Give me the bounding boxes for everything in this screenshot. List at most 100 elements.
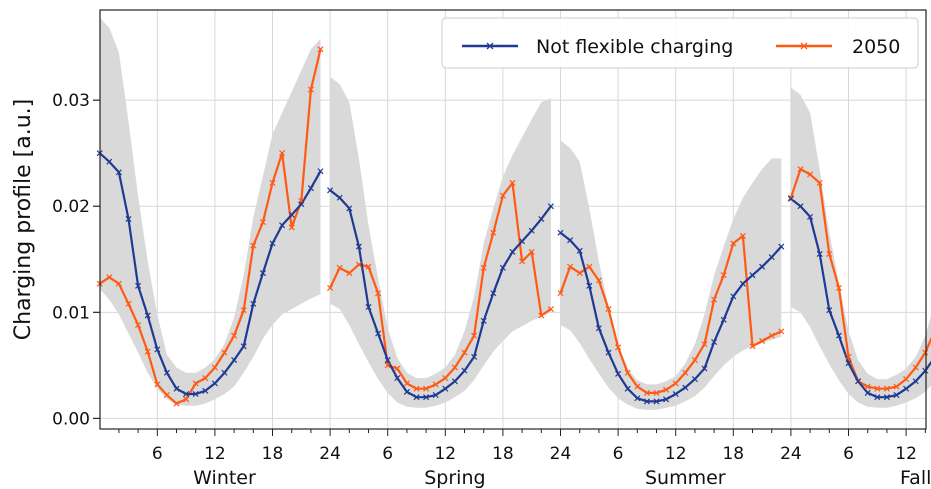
point-scenario_2050 (154, 381, 161, 388)
point-not_flexible (211, 380, 218, 387)
point-not_flexible (307, 185, 314, 192)
point-scenario_2050 (202, 375, 209, 382)
point-not_flexible (720, 316, 727, 323)
point-not_flexible (663, 396, 670, 403)
band-winter (99, 17, 321, 406)
point-not_flexible (595, 325, 602, 332)
point-scenario_2050 (336, 264, 343, 271)
point-not_flexible (250, 300, 257, 307)
point-not_flexible (615, 370, 622, 377)
point-scenario_2050 (106, 274, 113, 281)
point-scenario_2050 (586, 263, 593, 270)
point-scenario_2050 (595, 277, 602, 284)
point-scenario_2050 (826, 250, 833, 257)
point-not_flexible (298, 201, 305, 208)
point-not_flexible (336, 194, 343, 201)
series-markers (96, 46, 929, 407)
line-scenario_2050-fall (789, 168, 931, 390)
point-scenario_2050 (231, 332, 238, 339)
point-scenario_2050 (375, 290, 382, 297)
point-not_flexible (163, 369, 170, 376)
legend-label-scenario_2050: 2050 (852, 36, 900, 58)
point-not_flexible (355, 243, 362, 250)
point-scenario_2050 (845, 353, 852, 360)
point-not_flexible (106, 158, 113, 165)
x-tick-label: 24 (780, 444, 802, 464)
point-not_flexible (807, 213, 814, 220)
point-not_flexible (346, 205, 353, 212)
point-not_flexible (749, 272, 756, 279)
point-scenario_2050 (115, 280, 122, 287)
point-scenario_2050 (922, 349, 929, 356)
point-not_flexible (845, 360, 852, 367)
point-not_flexible (835, 332, 842, 339)
x-tick-label: 12 (204, 444, 226, 464)
point-scenario_2050 (451, 364, 458, 371)
point-scenario_2050 (903, 376, 910, 383)
point-not_flexible (739, 280, 746, 287)
line-not_flexible-fall (790, 197, 931, 399)
point-not_flexible (413, 394, 420, 401)
point-not_flexible (903, 385, 910, 392)
point-scenario_2050 (211, 364, 218, 371)
x-axis: 6 12 18 24 Winter 6 12 18 24 Spring 6 12 18 24 Summer 6… (118, 429, 931, 489)
point-scenario_2050 (442, 375, 449, 382)
point-scenario_2050 (250, 242, 257, 249)
season-label-fall: Fall (900, 467, 931, 489)
point-not_flexible (442, 385, 449, 392)
point-not_flexible (557, 229, 564, 236)
point-not_flexible (423, 394, 430, 401)
x-tick-label: 6 (843, 444, 854, 464)
point-scenario_2050 (259, 219, 266, 226)
x-tick-label: 24 (550, 444, 572, 464)
point-scenario_2050 (893, 383, 900, 390)
point-not_flexible (490, 290, 497, 297)
point-scenario_2050 (355, 261, 362, 268)
point-not_flexible (259, 270, 266, 277)
point-scenario_2050 (739, 232, 746, 239)
point-scenario_2050 (768, 332, 775, 339)
point-not_flexible (547, 203, 554, 210)
point-scenario_2050 (912, 364, 919, 371)
point-scenario_2050 (605, 306, 612, 313)
point-not_flexible (125, 215, 132, 222)
point-not_flexible (183, 390, 190, 398)
point-scenario_2050 (797, 166, 804, 173)
point-scenario_2050 (192, 380, 199, 387)
point-scenario_2050 (384, 362, 391, 369)
point-not_flexible (787, 195, 794, 202)
point-scenario_2050 (135, 322, 142, 329)
point-scenario_2050 (691, 357, 698, 364)
point-scenario_2050 (720, 272, 727, 279)
point-scenario_2050 (509, 179, 516, 186)
point-scenario_2050 (269, 179, 276, 186)
point-not_flexible (768, 254, 775, 261)
x-tick-label: 6 (613, 444, 624, 464)
point-not_flexible (202, 387, 209, 394)
y-tick-label: 0.01 (52, 303, 90, 323)
point-scenario_2050 (403, 380, 410, 387)
y-tick-label: 0.00 (52, 409, 90, 429)
point-not_flexible (192, 390, 199, 398)
point-not_flexible (317, 168, 324, 175)
point-not_flexible (288, 211, 295, 218)
point-not_flexible (403, 388, 410, 395)
band-fall (790, 87, 931, 408)
x-tick-label: 18 (492, 444, 514, 464)
legend-label-not_flexible: Not flexible charging (536, 36, 733, 58)
point-scenario_2050 (682, 369, 689, 376)
point-not_flexible (759, 263, 766, 270)
point-not_flexible (240, 343, 247, 350)
point-scenario_2050 (730, 240, 737, 247)
point-not_flexible (576, 247, 583, 254)
point-scenario_2050 (787, 194, 794, 201)
point-scenario_2050 (144, 348, 151, 355)
point-scenario_2050 (432, 381, 439, 388)
x-tick-label: 12 (434, 444, 456, 464)
point-not_flexible (173, 385, 180, 392)
point-not_flexible (567, 237, 574, 244)
point-not_flexible (327, 187, 334, 194)
point-scenario_2050 (471, 332, 478, 339)
point-not_flexible (499, 264, 506, 271)
y-axis-title: Charging profile [a.u.] (11, 99, 36, 340)
